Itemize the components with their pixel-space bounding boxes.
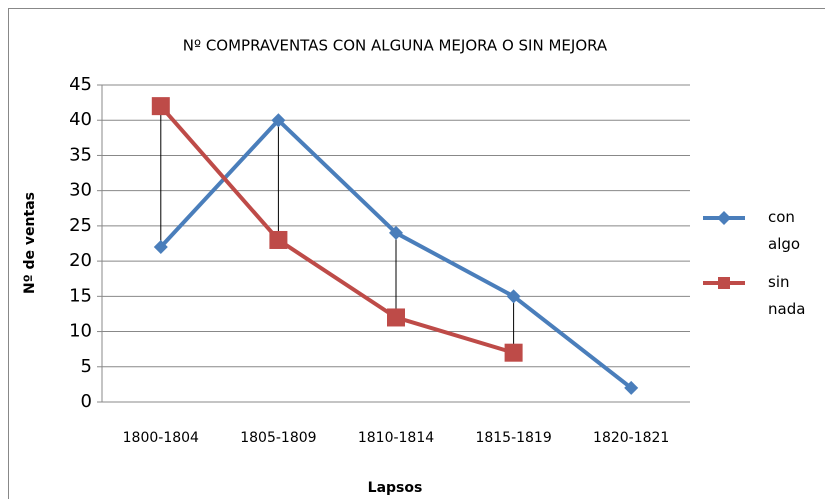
legend-label: con algo bbox=[768, 208, 801, 253]
marker bbox=[269, 230, 288, 249]
marker bbox=[389, 225, 403, 240]
marker bbox=[151, 97, 170, 116]
y-tick-label: 45 bbox=[69, 74, 92, 95]
legend-marker bbox=[718, 277, 730, 289]
x-axis-label: Lapsos bbox=[368, 480, 423, 496]
x-tick-label: 1805-1809 bbox=[240, 430, 316, 446]
marker bbox=[624, 380, 639, 395]
marker bbox=[506, 289, 521, 304]
y-tick-label: 5 bbox=[81, 356, 92, 377]
legend-entry: con algo bbox=[768, 208, 801, 253]
chart-frame bbox=[8, 8, 825, 499]
marker bbox=[271, 113, 286, 128]
x-tick-label: 1820-1821 bbox=[593, 430, 669, 446]
y-tick-label: 30 bbox=[69, 180, 92, 201]
chart-title: Nº COMPRAVENTAS CON ALGUNA MEJORA O SIN … bbox=[183, 37, 608, 55]
y-tick-label: 15 bbox=[69, 285, 92, 306]
legend-marker bbox=[717, 211, 731, 225]
marker bbox=[153, 240, 168, 255]
y-tick-label: 10 bbox=[69, 321, 92, 342]
y-tick-label: 35 bbox=[69, 144, 92, 165]
y-axis-label: Nº de ventas bbox=[22, 192, 38, 294]
y-tick-label: 40 bbox=[69, 109, 92, 130]
y-tick-label: 20 bbox=[69, 250, 92, 271]
marker bbox=[387, 308, 405, 327]
legend-label: sin nada bbox=[768, 273, 806, 318]
x-tick-label: 1815-1819 bbox=[475, 430, 551, 446]
y-tick-label: 0 bbox=[81, 391, 92, 412]
y-tick-label: 25 bbox=[69, 215, 92, 236]
x-tick-label: 1810-1814 bbox=[358, 430, 434, 446]
legend-entry: sin nada bbox=[768, 273, 806, 318]
x-tick-label: 1800-1804 bbox=[123, 430, 199, 446]
marker bbox=[504, 343, 523, 362]
series-line bbox=[159, 104, 515, 355]
